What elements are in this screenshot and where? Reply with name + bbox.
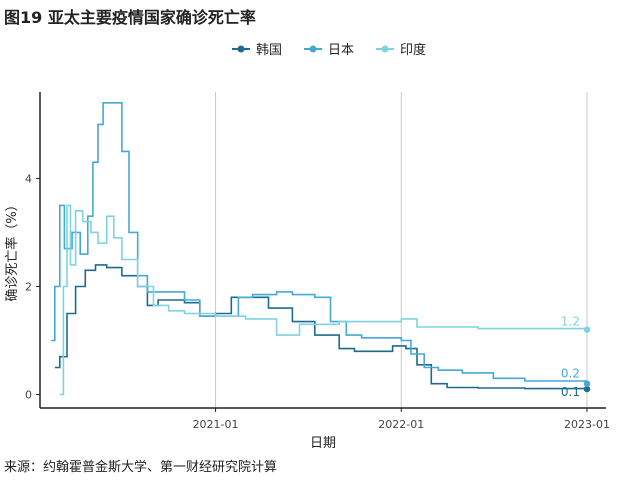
x-tick-label: 2022-01 (378, 418, 424, 431)
x-tick-label: 2021-01 (193, 418, 239, 431)
y-axis-title: 确诊死亡率（%） (4, 198, 20, 301)
legend-label: 印度 (400, 42, 426, 58)
tick-labels: 2021-01 2022-01 2023-01 0 2 4 (25, 172, 610, 431)
series-line-2 (59, 204, 588, 396)
x-tick-label: 2023-01 (564, 418, 610, 431)
series-end-label-2: 1.2 (561, 315, 580, 329)
series-end-point-0 (583, 385, 591, 393)
series-lines: 0.1 0.2 1.2 (51, 102, 591, 399)
legend-label: 韩国 (256, 43, 282, 58)
series-line-1 (51, 102, 588, 384)
series-end-label-1: 0.2 (561, 367, 580, 381)
legend: 韩国 日本 印度 (232, 42, 426, 58)
legend-swatch-point (309, 45, 317, 53)
legend-swatch-point (381, 45, 389, 53)
series-line-0 (54, 264, 588, 390)
x-axis-title: 日期 (310, 436, 336, 451)
legend-label: 日本 (328, 43, 354, 58)
series-end-label-0: 0.1 (561, 385, 580, 399)
y-tick-label: 0 (25, 388, 32, 401)
axes (39, 92, 606, 409)
series-end-point-1 (583, 380, 591, 387)
grid-lines (215, 92, 588, 408)
y-tick-label: 4 (25, 172, 32, 185)
chart-title: 图19 亚太主要疫情国家确诊死亡率 (4, 8, 256, 27)
series-end-point-2 (583, 326, 591, 333)
y-tick-label: 2 (25, 280, 32, 293)
legend-swatch-point (237, 45, 245, 53)
source-note: 来源：约翰霍普金斯大学、第一财经研究院计算 (4, 460, 278, 475)
